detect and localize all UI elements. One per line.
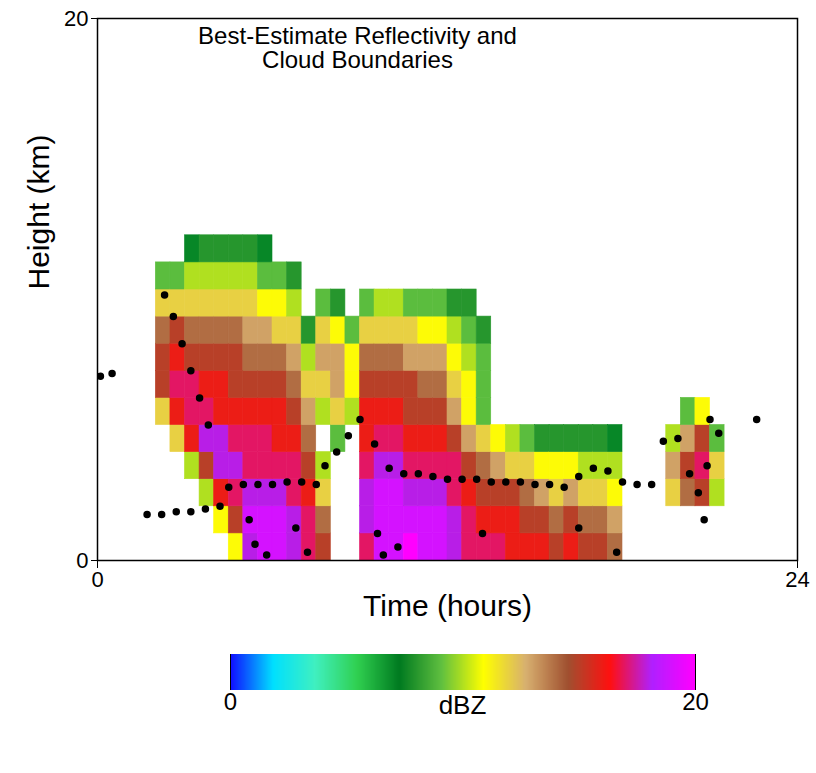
svg-text:0: 0 — [76, 548, 88, 573]
svg-text:20: 20 — [682, 688, 709, 715]
html-text:dBZ: dBZ — [438, 690, 487, 720]
svg-text:24: 24 — [785, 567, 809, 592]
svg-text:0: 0 — [224, 688, 237, 715]
svg-text:0: 0 — [91, 567, 103, 592]
svg-text:Time (hours): Time (hours) — [363, 589, 532, 622]
svg-text:Best-Estimate Reflectivity and: Best-Estimate Reflectivity andCloud Boun… — [198, 22, 517, 73]
svg-text:20: 20 — [64, 6, 88, 31]
svg-text:Height (km): Height (km) — [22, 134, 55, 289]
